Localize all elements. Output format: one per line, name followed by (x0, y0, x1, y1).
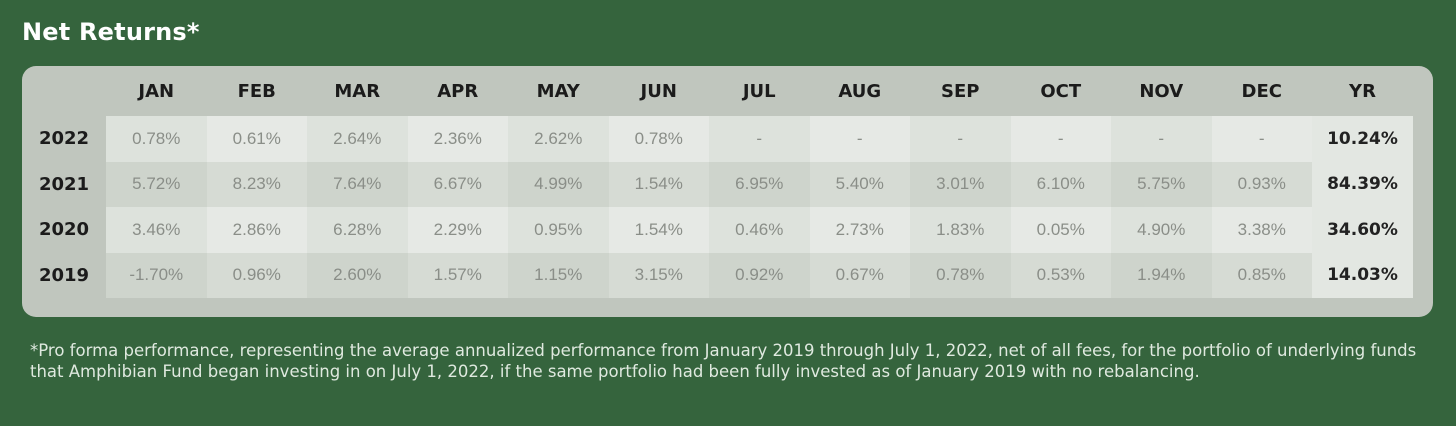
return-cell-may: 4.99% (508, 161, 609, 207)
column-header-jul: JUL (742, 80, 776, 102)
row-label-year: 2021 (38, 173, 90, 195)
column-header-feb: FEB (237, 80, 276, 102)
return-cell-feb: 8.23% (206, 161, 307, 207)
return-cell-may: 0.95% (508, 207, 609, 253)
table-row-2020: 2020 3.46% 2.86% 6.28% 2.29% 0.95% 1.54% 0.46% 2… (22, 207, 1413, 253)
return-cell-oct: 0.05% (1010, 207, 1111, 253)
return-cell-jun: 3.15% (608, 252, 709, 298)
return-cell-oct: 6.10% (1010, 161, 1111, 207)
column-header-yr: YR (1349, 80, 1376, 102)
returns-table-panel: JAN FEB MAR APR MAY JUN JUL AUG SEP OCT … (22, 66, 1433, 317)
chart-title: Net Returns* (22, 18, 200, 46)
return-cell-aug: 5.40% (809, 161, 910, 207)
return-cell-nov: - (1111, 116, 1212, 162)
return-cell-jul: 0.92% (709, 252, 810, 298)
column-header-may: MAY (536, 80, 580, 102)
column-header-apr: APR (437, 80, 479, 102)
return-cell-nov: 1.94% (1111, 252, 1212, 298)
return-cell-jan: 0.78% (106, 116, 207, 162)
return-cell-apr: 1.57% (407, 252, 508, 298)
table-row-2019: 2019 -1.70% 0.96% 2.60% 1.57% 1.15% 3.15% 0.92%… (22, 252, 1413, 298)
return-cell-jul: 0.46% (709, 207, 810, 253)
table-row-2021: 2021 5.72% 8.23% 7.64% 6.67% 4.99% 1.54% 6.95% 5… (22, 161, 1413, 207)
column-header-jun: JUN (640, 80, 677, 102)
return-cell-mar: 6.28% (307, 207, 408, 253)
table-row-2022: 2022 0.78% 0.61% 2.64% 2.36% 2.62% 0.78% - - - - - -… (22, 116, 1413, 162)
column-header-mar: MAR (334, 80, 381, 102)
column-header-nov: NOV (1139, 80, 1184, 102)
row-label-year: 2020 (38, 219, 90, 241)
return-cell-dec: 0.85% (1211, 252, 1312, 298)
return-cell-nov: 5.75% (1111, 161, 1212, 207)
return-cell-apr: 2.36% (407, 116, 508, 162)
header-row: JAN FEB MAR APR MAY JUN JUL AUG SEP OCT … (22, 66, 1413, 116)
return-cell-sep: 3.01% (910, 161, 1011, 207)
return-cell-sep: 0.78% (910, 252, 1011, 298)
row-label-year: 2019 (38, 264, 90, 286)
return-cell-aug: 2.73% (809, 207, 910, 253)
return-cell-oct: 0.53% (1010, 252, 1111, 298)
return-cell-jul: - (709, 116, 810, 162)
row-label-year: 2022 (38, 128, 90, 150)
return-cell-aug: - (809, 116, 910, 162)
return-cell-mar: 7.64% (307, 161, 408, 207)
return-cell-jan: 5.72% (106, 161, 207, 207)
return-cell-dec: 0.93% (1211, 161, 1312, 207)
table-body: 2022 0.78% 0.61% 2.64% 2.36% 2.62% 0.78% - - - - - -… (22, 116, 1413, 298)
return-cell-jun: 0.78% (608, 116, 709, 162)
return-cell-feb: 0.96% (206, 252, 307, 298)
annual-return-cell: 84.39% (1312, 161, 1413, 207)
column-header-sep: SEP (941, 80, 980, 102)
return-cell-oct: - (1010, 116, 1111, 162)
return-cell-apr: 6.67% (407, 161, 508, 207)
return-cell-jan: -1.70% (106, 252, 207, 298)
return-cell-mar: 2.64% (307, 116, 408, 162)
return-cell-nov: 4.90% (1111, 207, 1212, 253)
corner-cell (22, 66, 106, 116)
return-cell-dec: 3.38% (1211, 207, 1312, 253)
return-cell-may: 2.62% (508, 116, 609, 162)
return-cell-aug: 0.67% (809, 252, 910, 298)
return-cell-sep: - (910, 116, 1011, 162)
annual-return-cell: 10.24% (1312, 116, 1413, 162)
return-cell-apr: 2.29% (407, 207, 508, 253)
return-cell-jun: 1.54% (608, 207, 709, 253)
return-cell-mar: 2.60% (307, 252, 408, 298)
return-cell-jun: 1.54% (608, 161, 709, 207)
column-header-dec: DEC (1241, 80, 1282, 102)
return-cell-jan: 3.46% (106, 207, 207, 253)
column-header-oct: OCT (1040, 80, 1082, 102)
return-cell-jul: 6.95% (709, 161, 810, 207)
annual-return-cell: 14.03% (1312, 252, 1413, 298)
annual-return-cell: 34.60% (1312, 207, 1413, 253)
column-header-jan: JAN (138, 80, 175, 102)
return-cell-dec: - (1211, 116, 1312, 162)
return-cell-feb: 2.86% (206, 207, 307, 253)
return-cell-sep: 1.83% (910, 207, 1011, 253)
return-cell-may: 1.15% (508, 252, 609, 298)
return-cell-feb: 0.61% (206, 116, 307, 162)
column-header-aug: AUG (838, 80, 882, 102)
footnote: *Pro forma performance, representing the… (30, 341, 1417, 381)
returns-table: JAN FEB MAR APR MAY JUN JUL AUG SEP OCT … (22, 66, 1413, 298)
